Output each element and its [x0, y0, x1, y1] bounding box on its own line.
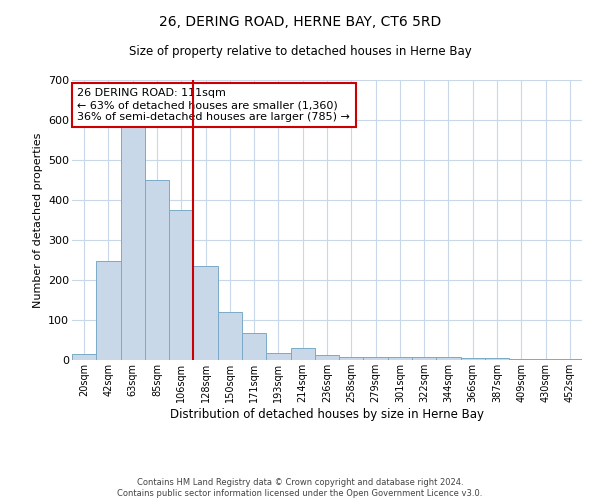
Y-axis label: Number of detached properties: Number of detached properties	[32, 132, 43, 308]
Bar	[121, 127, 145, 360]
Bar	[388, 357, 412, 360]
Bar	[266, 353, 290, 360]
Bar	[364, 357, 388, 360]
Bar	[461, 358, 485, 360]
Text: Contains HM Land Registry data © Crown copyright and database right 2024.
Contai: Contains HM Land Registry data © Crown c…	[118, 478, 482, 498]
Bar	[290, 348, 315, 360]
Bar	[558, 359, 582, 360]
Text: 26 DERING ROAD: 111sqm
← 63% of detached houses are smaller (1,360)
36% of semi-: 26 DERING ROAD: 111sqm ← 63% of detached…	[77, 88, 350, 122]
Text: 26, DERING ROAD, HERNE BAY, CT6 5RD: 26, DERING ROAD, HERNE BAY, CT6 5RD	[159, 15, 441, 29]
Bar	[218, 312, 242, 360]
Bar	[242, 333, 266, 360]
Bar	[96, 261, 121, 360]
Bar	[485, 358, 509, 360]
Bar	[315, 355, 339, 360]
Bar	[436, 357, 461, 360]
Bar	[169, 210, 193, 360]
Bar	[193, 266, 218, 360]
Bar	[339, 357, 364, 360]
Text: Size of property relative to detached houses in Herne Bay: Size of property relative to detached ho…	[128, 45, 472, 58]
Bar	[72, 354, 96, 360]
X-axis label: Distribution of detached houses by size in Herne Bay: Distribution of detached houses by size …	[170, 408, 484, 420]
Bar	[533, 359, 558, 360]
Bar	[145, 180, 169, 360]
Bar	[509, 359, 533, 360]
Bar	[412, 357, 436, 360]
